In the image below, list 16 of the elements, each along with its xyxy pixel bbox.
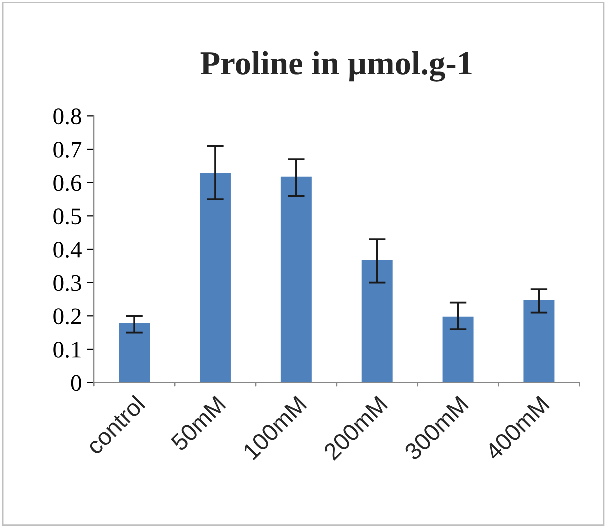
bar: [360, 258, 394, 383]
y-tick-label: 0: [71, 375, 82, 392]
bar: [198, 172, 232, 383]
y-tick-label: 0.3: [54, 275, 82, 292]
chart-title: Proline in µmol.g-1: [200, 51, 472, 82]
y-tick-label: 0.6: [54, 175, 82, 192]
bar: [280, 175, 314, 383]
y-tick-label: 0.1: [54, 342, 81, 358]
y-tick-label: 0.7: [54, 142, 82, 158]
y-tick-label: 0.5: [54, 208, 82, 225]
bar: [522, 298, 556, 383]
bar: [441, 315, 476, 383]
y-tick-label: 0.2: [54, 308, 81, 325]
y-tick-label: 0.4: [54, 242, 82, 258]
bar: [118, 322, 152, 383]
y-tick-label: 0.8: [54, 108, 82, 125]
